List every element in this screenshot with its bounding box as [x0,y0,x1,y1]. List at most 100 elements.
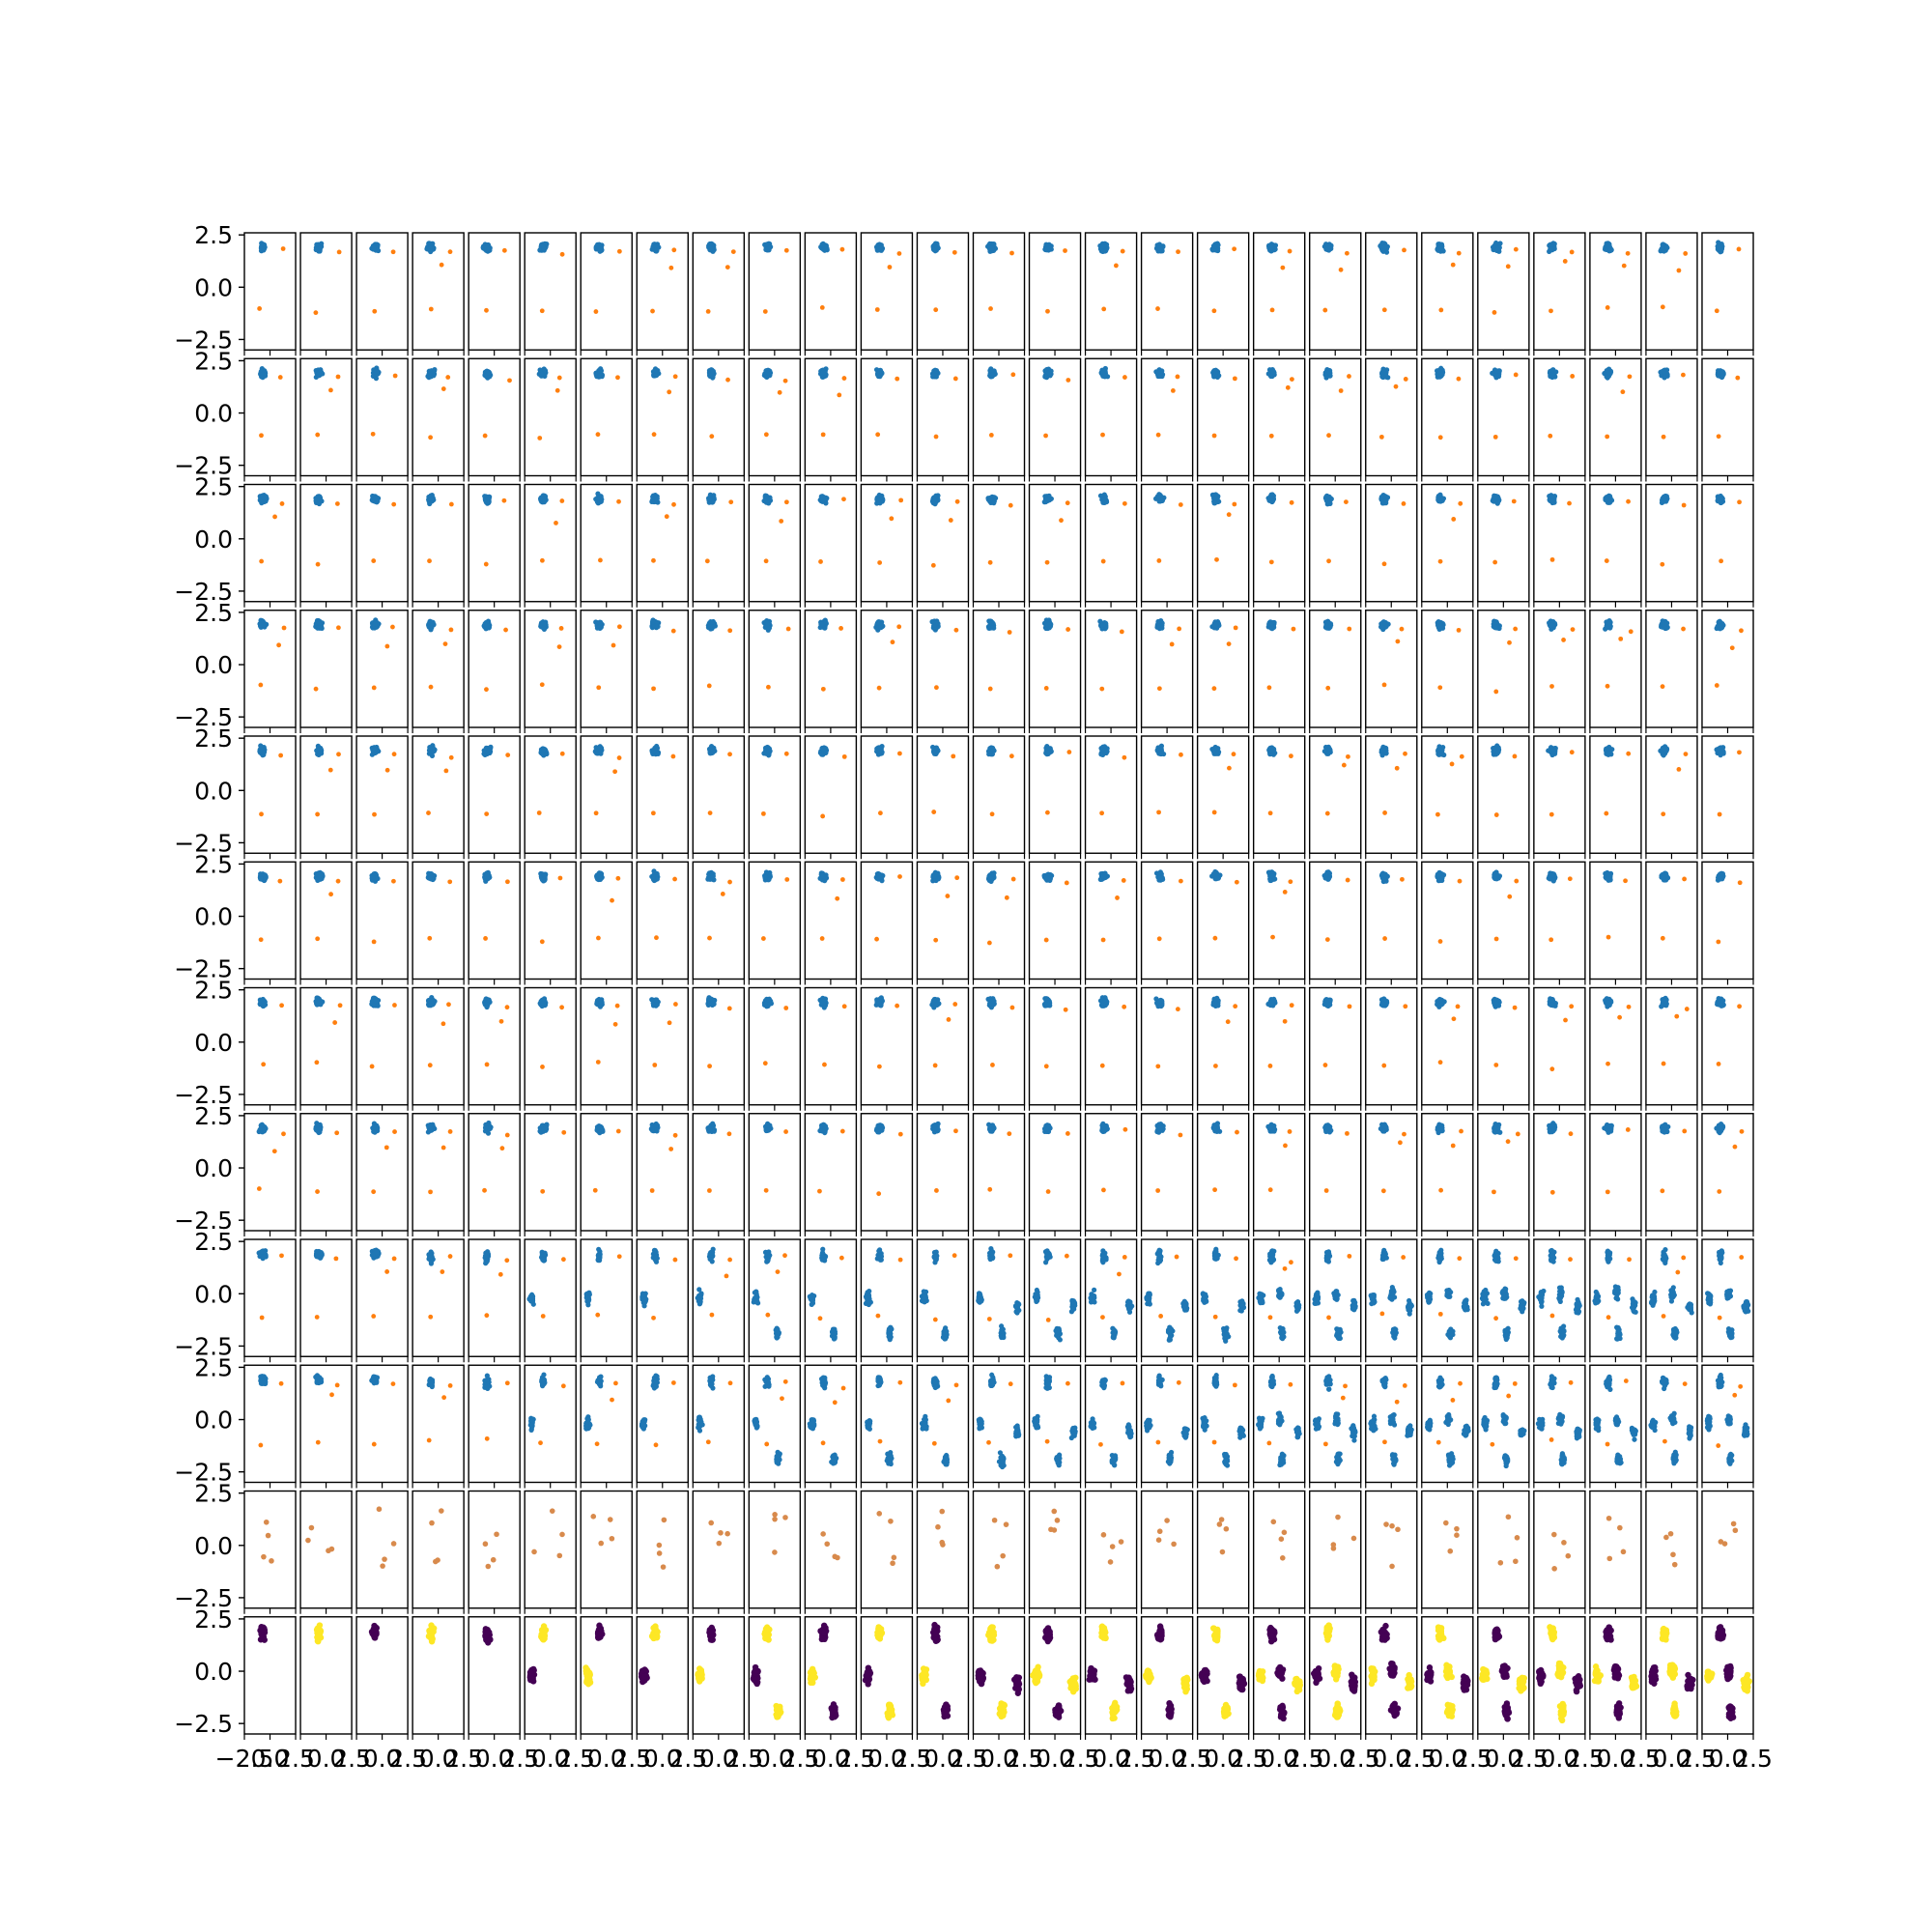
subplot-r2-c24 [1533,357,1586,482]
orange-point [1681,502,1687,508]
blue-point [991,500,997,506]
subplot-r3-c20 [1309,483,1362,608]
blue-point [316,371,322,378]
subplot-frame [580,483,633,603]
blue-point [484,245,490,251]
orange-point [952,376,958,382]
subplot-frame [299,357,353,477]
subplot-frame [1084,232,1138,351]
subplot-frame [1309,232,1362,351]
subplot-frame [1589,357,1642,477]
subplot-r3-c17 [1140,483,1194,608]
orange-point [898,497,904,503]
subplot-frame [1365,483,1418,603]
ytick-label-r1: −2.5 [174,326,233,354]
orange-point [558,626,564,631]
orange-point [277,375,283,380]
orange-point [1043,686,1049,691]
orange-point [728,499,734,505]
blue-point [931,497,937,503]
orange-point [1456,376,1462,382]
subplot-frame [972,483,1026,603]
orange-point [671,247,677,253]
subplot-frame [1252,357,1306,477]
orange-point [1513,626,1519,632]
orange-point [392,373,398,379]
orange-point [598,557,603,563]
subplot-frame [1701,483,1754,603]
blue-point [1716,373,1721,379]
orange-point [559,251,565,257]
orange-point [1737,499,1742,505]
subplot-frame [916,357,970,477]
subplot-frame [804,483,858,603]
subplot-frame [1533,483,1586,603]
subplot-frame [860,483,914,603]
orange-point [651,557,656,563]
subplot-frame [1533,232,1586,351]
orange-point [447,249,453,255]
blue-point [1549,498,1555,504]
orange-point [709,434,715,440]
subplot-frame [692,357,746,477]
blue-point [1157,246,1163,253]
subplot-frame [412,357,465,477]
orange-point [887,265,893,270]
blue-point [931,246,937,253]
orange-point [1010,372,1016,378]
subplot-frame [355,357,409,477]
blue-point [706,497,712,502]
blue-point [1099,243,1106,249]
blue-point [1438,496,1445,501]
blue-point [1265,371,1271,377]
subplot-frame [412,610,465,728]
orange-point [1285,384,1291,390]
orange-point [1226,641,1232,647]
subplot-frame [1645,483,1698,603]
orange-point [704,558,710,564]
subplot-r4-c18 [1196,610,1250,733]
blue-point [597,368,603,374]
blue-point [1043,246,1050,252]
subplot-r4-c16 [1084,610,1138,733]
blue-point [1154,242,1160,248]
orange-point [1660,561,1665,567]
blue-point [1155,623,1161,629]
orange-point [988,306,993,311]
subplot-r2-c2 [299,357,353,482]
orange-point [556,375,562,381]
subplot-frame [1028,357,1082,477]
orange-point [1326,558,1331,564]
blue-point [372,621,378,627]
orange-point [1548,433,1553,439]
subplot-frame [524,357,577,477]
subplot-frame [692,610,746,728]
subplot-r3-c21 [1365,483,1418,608]
blue-point [1382,497,1389,503]
orange-point [390,624,395,630]
subplot-frame [1365,610,1418,728]
blue-point [1324,494,1330,499]
ytick-label-r4: 2.5 [194,599,233,627]
blue-point [316,620,323,626]
blue-point [541,245,547,251]
orange-point [763,432,769,438]
blue-point [1213,622,1219,628]
orange-point [1233,625,1238,631]
orange-point [1177,626,1182,632]
subplot-frame [1196,610,1250,728]
orange-point [1059,518,1064,524]
orange-point [1043,433,1048,439]
blue-point [486,496,492,502]
orange-point [1605,434,1610,440]
subplot-r4-c14 [972,610,1026,733]
blue-point [653,248,660,254]
orange-point [1735,375,1741,381]
orange-point [595,432,601,438]
orange-point [1437,685,1443,691]
subplot-r4-c23 [1477,610,1530,733]
orange-point [1661,434,1666,440]
orange-point [1676,268,1682,273]
subplot-frame [1309,610,1362,728]
blue-point [1437,623,1443,629]
